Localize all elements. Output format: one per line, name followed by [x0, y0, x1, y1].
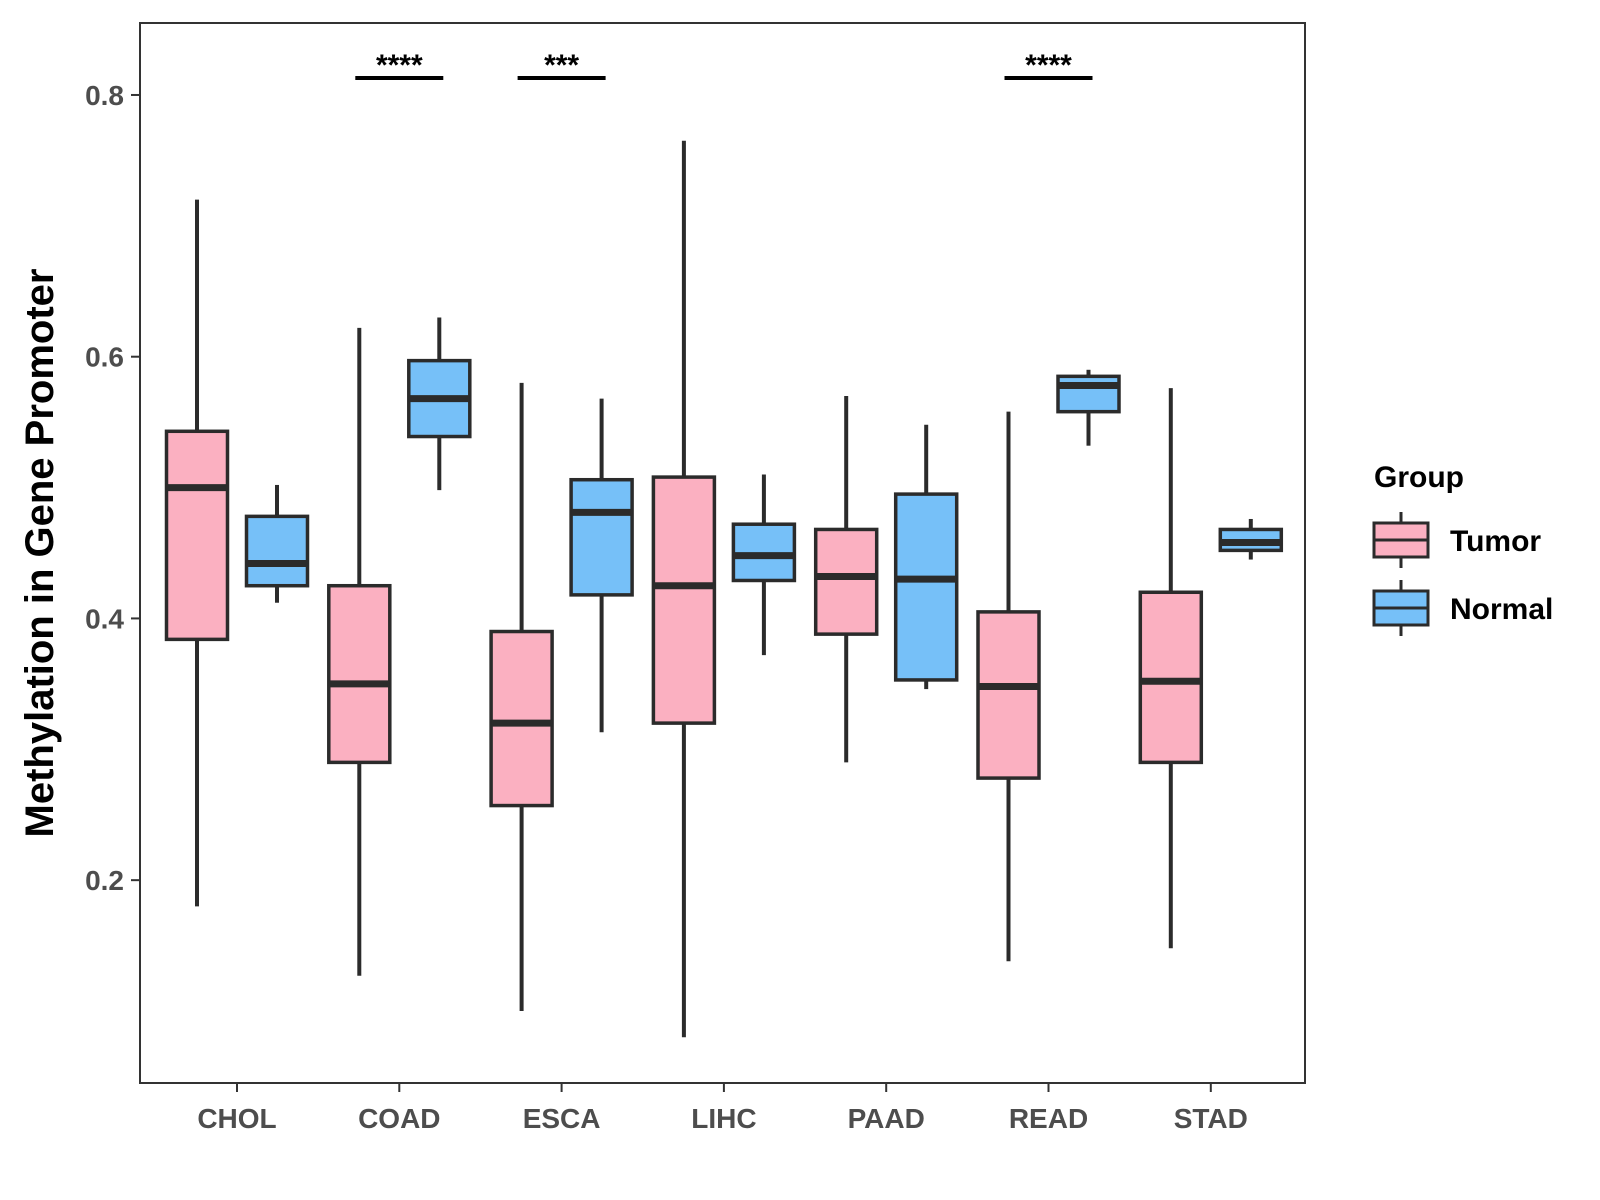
box-normal-lihc [731, 474, 797, 656]
y-tick-label: 0.2 [85, 865, 124, 896]
plot-panel [139, 22, 1306, 1084]
legend-item-tumor: Tumor [1372, 512, 1541, 568]
box-body [893, 492, 959, 682]
box-normal-coad [407, 317, 472, 491]
significance-label: **** [376, 49, 423, 82]
box-body [813, 527, 879, 636]
box-series [164, 140, 1284, 1038]
y-tick-label: 0.4 [85, 603, 124, 634]
box-tumor-stad [1138, 388, 1204, 949]
y-axis: 0.2 0.4 0.6 0.8 [85, 80, 140, 896]
significance-label: **** [1025, 49, 1072, 82]
x-tick-label: COAD [358, 1103, 440, 1134]
box-normal-esca [569, 398, 634, 733]
legend: Group Tumor Normal [1372, 461, 1553, 636]
legend-title: Group [1374, 461, 1464, 494]
box-body [244, 514, 310, 588]
box-body [164, 429, 230, 642]
box-tumor-paad [813, 395, 879, 763]
x-tick-label: CHOL [197, 1103, 276, 1134]
box-normal-paad [893, 424, 959, 690]
box-tumor-read [976, 411, 1041, 962]
box-tumor-coad [327, 327, 392, 976]
box-body [569, 477, 634, 597]
x-axis: CHOL COAD ESCA LIHC PAAD READ STAD [197, 1083, 1248, 1134]
box-tumor-chol [164, 199, 230, 907]
legend-item-normal: Normal [1372, 580, 1553, 636]
significance-annotations: **** *** **** [355, 49, 1093, 82]
x-tick-label: PAAD [848, 1103, 925, 1134]
legend-label: Tumor [1450, 525, 1541, 558]
box-tumor-lihc [651, 140, 717, 1038]
significance-label: *** [544, 49, 579, 82]
x-tick-label: LIHC [691, 1103, 756, 1134]
box-body [976, 610, 1041, 780]
x-tick-label: READ [1009, 1103, 1088, 1134]
y-tick-label: 0.8 [85, 80, 124, 111]
box-normal-stad [1218, 518, 1284, 560]
box-normal-chol [244, 484, 310, 603]
box-body [651, 475, 717, 725]
box-body [1138, 590, 1204, 765]
box-body [489, 629, 554, 808]
y-tick-label: 0.6 [85, 342, 124, 373]
y-axis-title: Methylation in Gene Promoter [18, 269, 62, 838]
legend-label: Normal [1450, 593, 1553, 626]
box-body [327, 583, 392, 765]
box-body [1056, 374, 1121, 414]
x-tick-label: ESCA [523, 1103, 601, 1134]
x-tick-label: STAD [1174, 1103, 1248, 1134]
box-tumor-esca [489, 382, 554, 1012]
box-normal-read [1056, 369, 1121, 446]
